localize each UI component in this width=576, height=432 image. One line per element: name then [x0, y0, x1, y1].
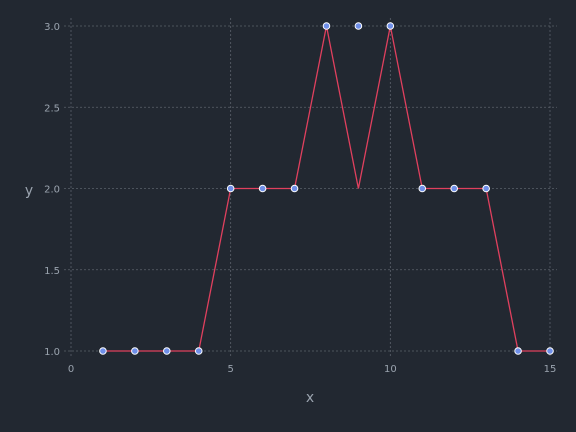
- data-point: [451, 185, 458, 192]
- data-point: [387, 23, 394, 30]
- data-point: [547, 348, 554, 355]
- data-point: [515, 348, 522, 355]
- data-point: [419, 185, 426, 192]
- x-axis-label: x: [306, 390, 314, 406]
- data-point: [195, 348, 202, 355]
- y-axis-label: y: [25, 183, 33, 199]
- y-tick-label: 1.0: [44, 347, 60, 358]
- data-point: [323, 23, 330, 30]
- x-tick-label: 15: [544, 364, 557, 375]
- x-tick-label: 10: [384, 364, 397, 375]
- data-point: [227, 185, 234, 192]
- data-point: [483, 185, 490, 192]
- markers: [100, 23, 554, 355]
- data-point: [100, 348, 107, 355]
- data-point: [259, 185, 266, 192]
- y-tick-label: 2.0: [44, 185, 60, 196]
- x-tick-label: 5: [227, 364, 233, 375]
- x-tick-label: 0: [68, 364, 74, 375]
- y-tick-label: 1.5: [44, 266, 60, 277]
- data-point: [132, 348, 139, 355]
- y-tick-label: 3.0: [44, 22, 60, 33]
- tick-labels: 0 5 10 15 1.0 1.5 2.0 2.5 3.0: [44, 22, 556, 375]
- data-point: [291, 185, 298, 192]
- y-tick-label: 2.5: [44, 103, 60, 114]
- data-point: [164, 348, 171, 355]
- data-point: [355, 23, 362, 30]
